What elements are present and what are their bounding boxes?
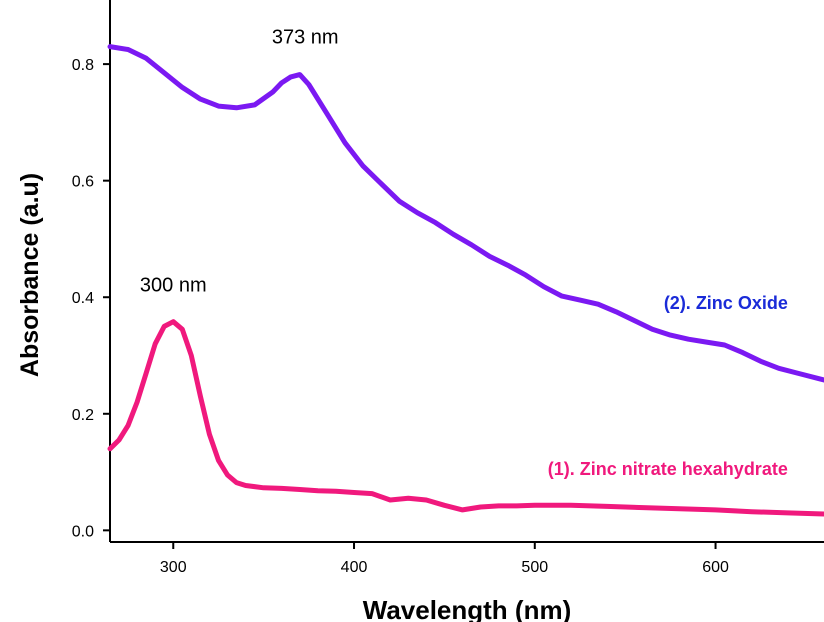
x-tick-label: 500 xyxy=(521,559,548,576)
series-label-2: (1). Zinc nitrate hexahydrate xyxy=(548,459,788,479)
axis-ticks: 300 400 500 600 0.0 0.2 0.4 0.6 0.8 xyxy=(72,57,729,576)
peak-annotation: 300 nm xyxy=(140,274,207,296)
series-line-2 xyxy=(107,319,824,517)
x-tick-label: 600 xyxy=(702,559,729,576)
x-axis-title: Wavelength (nm) xyxy=(363,595,571,622)
y-tick-label: 0.8 xyxy=(72,57,94,74)
x-tick-label: 300 xyxy=(160,559,187,576)
x-tick-label: 400 xyxy=(341,559,368,576)
y-tick-label: 0.2 xyxy=(72,407,94,424)
peak-annotation: 373 nm xyxy=(272,27,339,49)
y-axis-title: Absorbance (a.u) xyxy=(16,173,44,377)
y-tick-label: 0.6 xyxy=(72,174,94,191)
series-line-1 xyxy=(107,44,824,383)
annotations-layer: 373 nm 300 nm xyxy=(140,27,339,297)
y-tick-label: 0.4 xyxy=(72,290,94,307)
series-layer: (2). Zinc Oxide (1). Zinc nitrate hexahyd… xyxy=(107,44,824,517)
series-label-1: (2). Zinc Oxide xyxy=(664,293,788,313)
y-tick-label: 0.0 xyxy=(72,523,94,540)
plot-frame xyxy=(109,0,824,543)
